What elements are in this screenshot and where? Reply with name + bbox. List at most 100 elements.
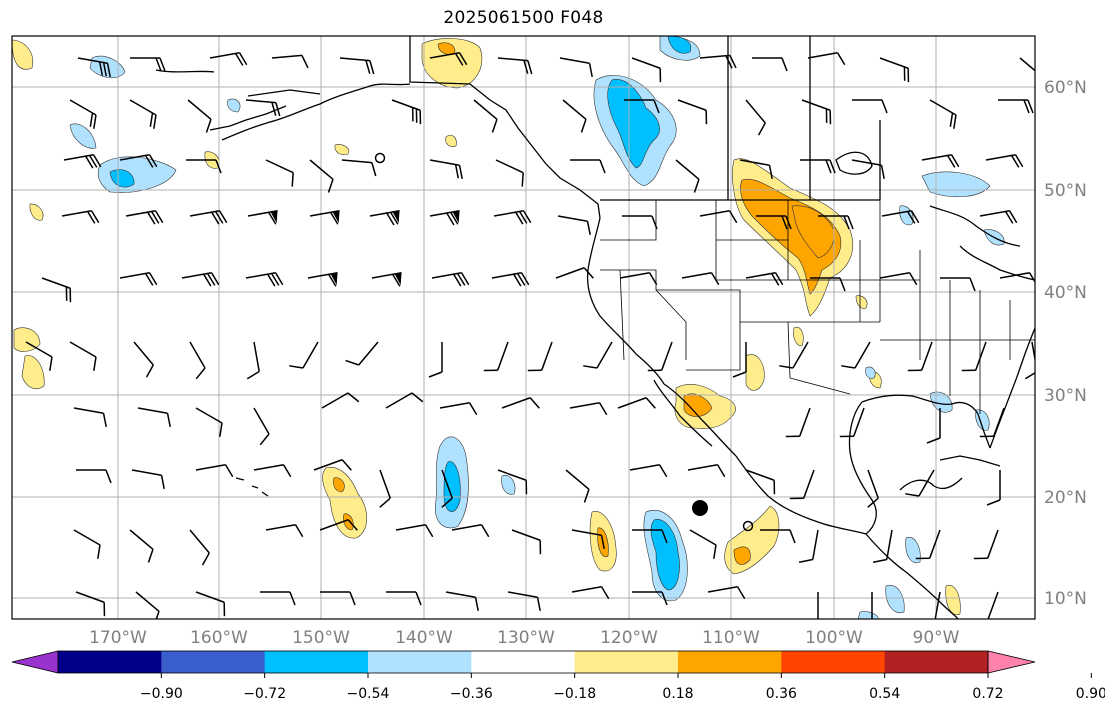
wind-barb	[186, 159, 222, 174]
wind-barb	[739, 159, 773, 180]
wind-barb	[309, 210, 340, 225]
colorbar-tick-label: −0.54	[347, 686, 390, 702]
colorbar-tick-label: 0.54	[869, 686, 900, 702]
wind-barb	[617, 397, 656, 409]
wind-barb	[571, 529, 605, 550]
wind-barb	[265, 159, 294, 187]
wind-barb	[119, 154, 158, 168]
wind-barb	[879, 272, 918, 286]
wind-barb	[817, 592, 819, 619]
wind-barb	[745, 272, 784, 286]
wind-barb	[675, 159, 700, 193]
wind-barb	[1019, 57, 1035, 78]
wind-barb	[926, 408, 941, 444]
wind-barb	[76, 469, 112, 484]
wind-barb	[313, 459, 352, 471]
colorbar-tick-label: −0.72	[243, 686, 286, 702]
wind-barb	[309, 159, 334, 193]
longitude-label: 90°W	[913, 628, 960, 648]
wind-barb	[707, 586, 746, 600]
wind-barb	[125, 210, 164, 225]
wind-barb	[129, 529, 154, 563]
wind-barb	[439, 402, 478, 416]
wind-barb	[491, 272, 530, 287]
wind-barb	[998, 99, 1034, 114]
wind-barb	[851, 159, 885, 180]
wind-barb	[119, 272, 158, 286]
wind-barb	[907, 341, 933, 372]
colorbar-segment	[884, 651, 989, 673]
wind-barb	[921, 154, 960, 168]
colorbar-extend-high	[987, 650, 1036, 674]
wind-barb	[987, 591, 999, 619]
wind-barb	[445, 591, 479, 612]
wind-barb	[872, 529, 893, 563]
wind-barb	[441, 469, 453, 508]
wind-barb	[681, 272, 720, 286]
wind-barb	[687, 464, 726, 478]
longitude-label: 130°W	[497, 628, 555, 648]
wind-barb	[209, 52, 248, 66]
wind-barb	[501, 397, 540, 409]
wind-barb	[562, 99, 587, 133]
coastlines	[155, 36, 1035, 619]
wind-barb	[565, 469, 590, 503]
wind-barb	[73, 407, 107, 428]
wind-barb	[745, 469, 776, 495]
wind-barb	[677, 99, 708, 125]
wind-barb	[307, 272, 338, 287]
colorbar	[11, 650, 1036, 674]
wind-barb	[879, 57, 910, 83]
wind-barb	[915, 529, 941, 560]
latitude-labels: 60°N 50°N 40°N 30°N 20°N 10°N	[1044, 78, 1087, 609]
wind-barb	[245, 272, 284, 287]
wind-barb	[73, 529, 101, 559]
wind-barb	[979, 407, 1005, 438]
wind-barb	[934, 591, 941, 619]
wind-barb	[189, 210, 228, 225]
wind-barb	[785, 407, 811, 438]
longitude-label: 110°W	[702, 628, 760, 648]
wind-barb	[807, 52, 846, 66]
wind-barb	[569, 402, 608, 416]
wind-barb	[841, 341, 871, 369]
wind-barb	[571, 586, 610, 600]
wind-barb	[689, 529, 717, 559]
wind-barb	[929, 99, 957, 129]
wind-barb	[181, 272, 220, 287]
colorbar-segment	[574, 651, 679, 673]
wind-barb	[801, 99, 832, 125]
longitude-label: 140°W	[395, 628, 453, 648]
wind-barb	[321, 392, 360, 409]
wind-barb	[493, 210, 532, 225]
wind-barb	[756, 215, 792, 230]
wind-barb	[245, 99, 281, 117]
longitude-label: 160°W	[190, 628, 248, 648]
wind-barb	[699, 210, 738, 224]
wind-barb	[25, 341, 53, 371]
wind-barb	[818, 215, 854, 230]
wind-barb	[345, 341, 379, 366]
longitude-label: 170°W	[89, 628, 147, 648]
wind-barb	[752, 57, 788, 72]
longitude-label: 120°W	[600, 628, 658, 648]
wind-barb	[320, 591, 356, 606]
map-frame	[11, 35, 1036, 620]
wind-barb	[61, 210, 100, 224]
wind-barb	[632, 529, 668, 544]
wind-barb	[881, 210, 920, 224]
wind-barb	[985, 154, 1024, 168]
wind-barb	[760, 529, 796, 544]
wind-barb	[77, 57, 111, 78]
wind-barb	[810, 277, 846, 292]
low-center-marker	[692, 500, 708, 516]
wind-barb	[495, 159, 524, 187]
wind-barb	[195, 407, 223, 437]
wind-barb	[559, 57, 593, 78]
latitude-label: 20°N	[1044, 488, 1087, 508]
wind-barb	[247, 210, 278, 225]
map-title: 2025061500 F048	[443, 8, 604, 28]
colorbar-tick-label: 0.18	[662, 686, 693, 702]
wind-barb	[789, 469, 815, 500]
wind-barb	[973, 529, 999, 560]
